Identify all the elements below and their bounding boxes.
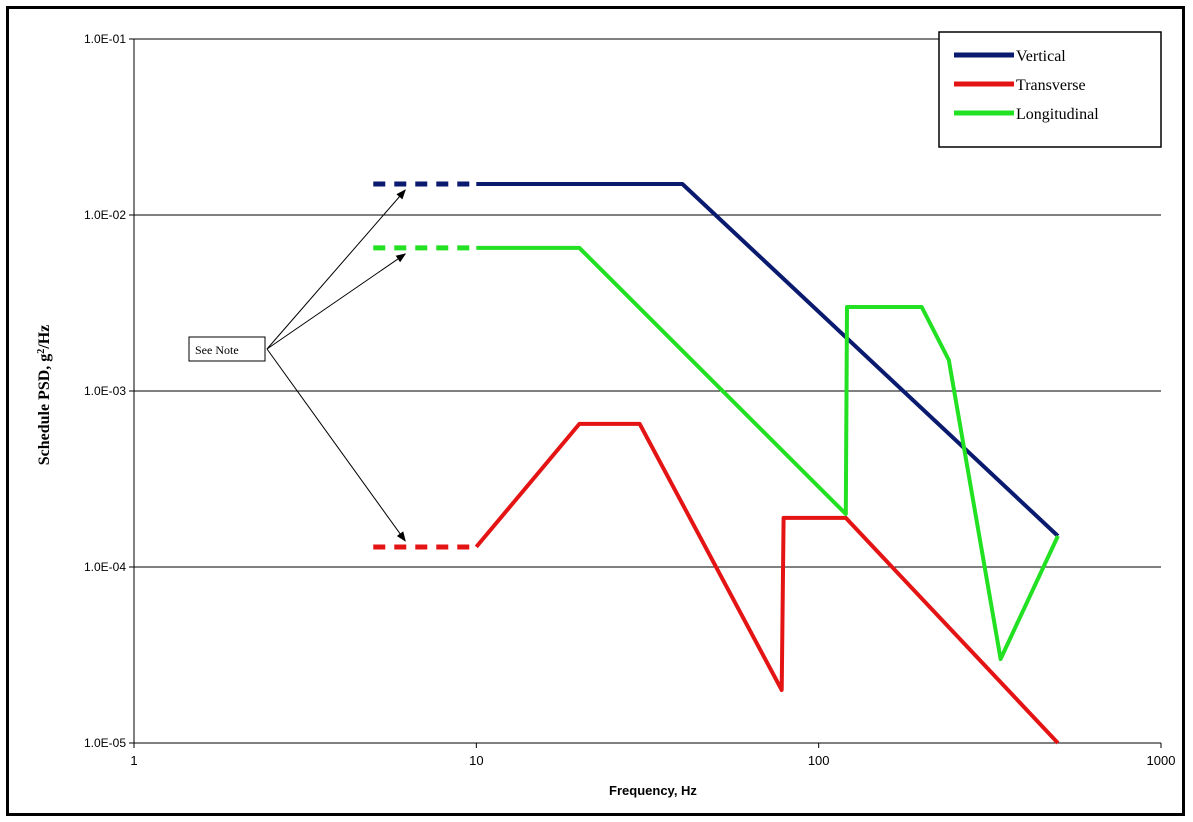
- x-tick-label-1: 10: [469, 753, 483, 768]
- y-tick-label-1: 1.0E-04: [84, 560, 126, 574]
- y-axis-title: Schedule PSD, g2/Hz: [36, 325, 54, 466]
- series-longitudinal-line: [476, 245, 1060, 661]
- y-axis-title-sup: 2: [36, 349, 47, 354]
- legend-label-longitudinal: Longitudinal: [1016, 106, 1099, 123]
- see-note-box: [188, 336, 266, 362]
- y-tick-label-3: 1.0E-02: [84, 208, 126, 222]
- legend-label-vertical: Vertical: [1016, 48, 1066, 65]
- chart-frame: 1.0E-05 1.0E-04 1.0E-03 1.0E-02 1.0E-01 1 10 1…: [6, 6, 1185, 816]
- y-tick-label-2: 1.0E-03: [84, 384, 126, 398]
- psd-chart: 1.0E-051.0E-041.0E-031.0E-021.0E-01 1 10 1…: [36, 31, 1175, 798]
- legend: Vertical Transverse Longitudinal: [938, 31, 1162, 148]
- y-tick-labels: 1.0E-05 1.0E-04 1.0E-03 1.0E-02 1.0E-01: [84, 32, 126, 750]
- axes: [129, 38, 1162, 748]
- series-vertical-line: [476, 182, 1060, 538]
- x-tick-label-2: 100: [808, 753, 830, 768]
- y-tick-label-4: 1.0E-01: [84, 32, 126, 46]
- see-note-label: See Note: [195, 343, 239, 357]
- series-transverse-line: [474, 421, 1060, 745]
- y-axis-title-tail: /Hz: [36, 325, 53, 350]
- legend-label-transverse: Transverse: [1016, 77, 1086, 94]
- y-tick-label-0: 1.0E-05: [84, 736, 126, 750]
- see-note-arrow-2: [266, 348, 406, 542]
- y-axis-title-main: Schedule PSD, g: [36, 354, 53, 466]
- see-note-arrow-0: [266, 189, 406, 350]
- series-lines: [373, 181, 1060, 745]
- see-note-arrow-1: [266, 253, 407, 350]
- x-tick-labels: 1 10 100 1000: [130, 753, 1175, 768]
- x-tick-label-3: 1000: [1147, 753, 1176, 768]
- legend-box: [938, 31, 1162, 148]
- x-tick-label-0: 1: [130, 753, 137, 768]
- see-note-annotation: See Note: [188, 189, 407, 542]
- x-axis-title: Frequency, Hz: [609, 783, 697, 798]
